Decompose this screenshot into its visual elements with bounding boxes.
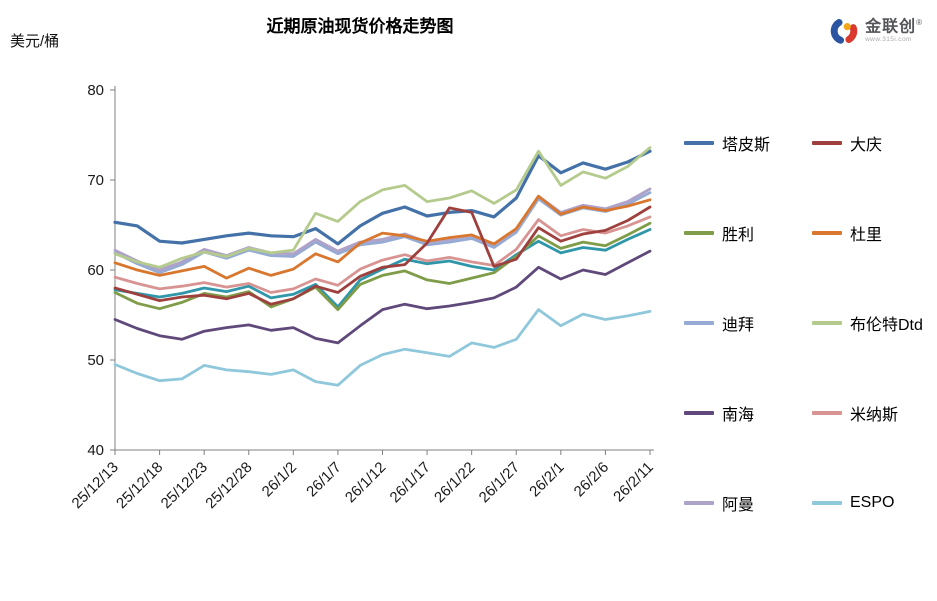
y-tick-label: 50 xyxy=(87,352,104,369)
legend-label: ESPO xyxy=(850,494,895,511)
legend-swatch xyxy=(812,501,842,505)
y-tick-label: 60 xyxy=(87,262,104,279)
series-line-布伦特Dtd xyxy=(113,146,652,269)
y-tick-label: 80 xyxy=(87,82,104,99)
series-line-ESPO xyxy=(113,308,652,387)
x-tick-label: 26/1/17 xyxy=(387,459,434,506)
series-line-大庆 xyxy=(113,205,652,306)
x-tick-label: 26/2/1 xyxy=(526,459,568,501)
legend-label: 米纳斯 xyxy=(850,407,899,424)
legend-item-4: 迪拜 xyxy=(684,311,812,335)
series-line-塔皮斯 xyxy=(113,149,652,246)
legend-item-8: 阿曼 xyxy=(684,491,812,515)
series-line-unlabeled xyxy=(113,228,652,309)
legend-item-6: 南海 xyxy=(684,401,812,425)
legend-item-3: 杜里 xyxy=(812,221,937,245)
x-tick-label: 26/1/7 xyxy=(303,459,345,501)
x-tick-label: 25/12/23 xyxy=(158,459,211,512)
legend-item-5: 布伦特Dtd xyxy=(812,311,937,335)
x-tick-label: 26/2/6 xyxy=(571,459,613,501)
legend-label: 胜利 xyxy=(722,227,755,244)
brand-name: 金联创® xyxy=(865,17,923,35)
y-tick-label: 70 xyxy=(87,172,104,189)
legend-label: 大庆 xyxy=(850,137,883,154)
series-line-阿曼 xyxy=(113,187,652,272)
legend-item-9: ESPO xyxy=(812,494,937,512)
series-line-米纳斯 xyxy=(113,215,652,294)
legend-swatch xyxy=(684,141,714,145)
legend-item-2: 胜利 xyxy=(684,221,812,245)
x-tick-label: 25/12/18 xyxy=(113,459,166,512)
x-tick-label: 26/2/11 xyxy=(610,459,657,506)
legend-swatch xyxy=(684,231,714,235)
brand-logo-icon xyxy=(830,19,858,44)
legend-label: 迪拜 xyxy=(722,317,755,334)
series-line-南海 xyxy=(113,249,652,345)
brand-url: www.315i.com xyxy=(865,35,912,43)
legend-swatch xyxy=(684,411,714,415)
legend-label: 阿曼 xyxy=(722,497,755,514)
legend-swatch xyxy=(812,231,842,235)
y-axis-unit-label: 美元/桶 xyxy=(10,33,60,50)
brand-text: 金联创® www.315i.com xyxy=(865,17,923,44)
x-tick-label: 26/1/22 xyxy=(431,459,478,506)
legend-label: 塔皮斯 xyxy=(722,137,771,154)
legend-swatch xyxy=(812,321,842,325)
x-tick-label: 26/1/12 xyxy=(342,459,389,506)
series-line-杜里 xyxy=(113,194,652,280)
x-tick-label: 26/1/2 xyxy=(259,459,301,501)
legend-item-1: 大庆 xyxy=(812,131,937,155)
legend-swatch xyxy=(684,321,714,325)
legend-label: 南海 xyxy=(722,407,755,424)
series-line-胜利 xyxy=(113,221,652,312)
y-tick-label: 40 xyxy=(87,442,104,459)
legend-item-7: 米纳斯 xyxy=(812,401,937,425)
legend-label: 布伦特Dtd xyxy=(850,317,923,334)
legend-swatch xyxy=(812,411,842,415)
x-tick-label: 25/12/28 xyxy=(202,459,255,512)
legend-item-0: 塔皮斯 xyxy=(684,131,812,155)
x-tick-label: 26/1/27 xyxy=(476,459,523,506)
registered-mark-icon: ® xyxy=(916,17,923,27)
legend-swatch xyxy=(812,141,842,145)
x-tick-label: 25/12/13 xyxy=(69,459,122,512)
chart-legend: 塔皮斯 大庆胜利 杜里迪拜 布伦特Dtd 南海 米纳斯阿曼 ESPO xyxy=(684,98,937,548)
brand-logo: 金联创® www.315i.com xyxy=(829,16,923,46)
legend-label: 杜里 xyxy=(850,227,883,244)
chart-title: 近期原油现货价格走势图 xyxy=(266,17,454,36)
legend-swatch xyxy=(684,501,714,505)
